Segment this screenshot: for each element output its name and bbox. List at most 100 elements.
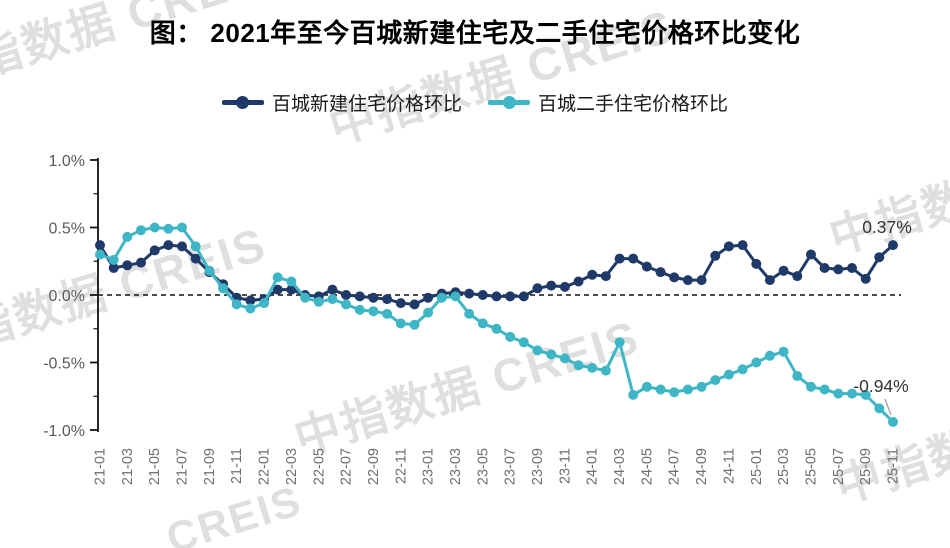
data-point-secondhand bbox=[177, 222, 187, 233]
x-tick-label: 24-05 bbox=[639, 448, 655, 485]
data-point-secondhand bbox=[259, 298, 270, 309]
data-point-secondhand bbox=[792, 371, 803, 381]
data-point-new-homes bbox=[710, 250, 721, 261]
data-point-new-homes bbox=[888, 240, 898, 251]
x-tick-label: 21-11 bbox=[229, 448, 245, 484]
data-point-secondhand bbox=[136, 225, 146, 236]
data-point-secondhand bbox=[368, 306, 379, 317]
data-point-secondhand bbox=[436, 292, 447, 303]
x-tick-label: 25-03 bbox=[776, 448, 792, 485]
data-point-secondhand bbox=[546, 349, 557, 360]
x-tick-label: 21-03 bbox=[120, 448, 136, 485]
data-point-new-homes bbox=[860, 273, 871, 284]
data-point-new-homes bbox=[95, 240, 105, 251]
data-point-secondhand bbox=[710, 375, 721, 386]
data-point-new-homes bbox=[518, 291, 529, 302]
data-point-new-homes bbox=[177, 241, 187, 252]
series-new-homes bbox=[95, 240, 898, 310]
x-tick-label: 25-07 bbox=[831, 448, 847, 485]
data-point-new-homes bbox=[368, 292, 379, 303]
x-tick-label: 23-05 bbox=[475, 448, 491, 485]
data-point-new-homes bbox=[546, 280, 557, 291]
x-tick-label: 24-03 bbox=[612, 448, 628, 485]
data-point-secondhand bbox=[95, 249, 105, 260]
data-point-new-homes bbox=[737, 240, 748, 251]
data-point-secondhand bbox=[491, 323, 502, 334]
data-point-new-homes bbox=[122, 260, 133, 271]
data-point-new-homes bbox=[532, 283, 543, 294]
x-tick-label: 21-07 bbox=[175, 448, 191, 485]
data-point-new-homes bbox=[136, 257, 146, 268]
data-point-secondhand bbox=[628, 389, 639, 400]
x-tick-label: 23-09 bbox=[530, 448, 546, 485]
data-point-new-homes bbox=[573, 276, 584, 287]
data-point-new-homes bbox=[341, 290, 352, 300]
x-tick-label: 24-11 bbox=[721, 448, 737, 484]
data-point-new-homes bbox=[655, 267, 666, 278]
data-point-new-homes bbox=[559, 281, 570, 292]
data-point-secondhand bbox=[300, 292, 311, 303]
legend-dot-icon bbox=[236, 96, 250, 109]
data-point-new-homes bbox=[423, 292, 434, 303]
data-point-secondhand bbox=[573, 360, 584, 371]
x-tick-label: 22-07 bbox=[339, 448, 355, 485]
data-point-secondhand bbox=[286, 276, 297, 287]
x-tick-label: 25-11 bbox=[886, 448, 902, 484]
data-point-secondhand bbox=[204, 265, 215, 276]
data-point-secondhand bbox=[764, 350, 775, 361]
data-point-secondhand bbox=[696, 381, 707, 392]
x-tick-label: 25-09 bbox=[858, 448, 874, 485]
x-tick-label: 25-05 bbox=[803, 448, 819, 485]
data-point-secondhand bbox=[272, 272, 283, 283]
data-point-new-homes bbox=[682, 275, 693, 286]
data-point-new-homes bbox=[723, 241, 734, 252]
data-point-secondhand bbox=[218, 283, 229, 294]
y-axis: 1.0% 0.5% 0.0% -0.5% -1.0% bbox=[43, 153, 99, 440]
data-point-new-homes bbox=[382, 294, 393, 305]
data-point-secondhand bbox=[149, 222, 160, 233]
data-point-secondhand bbox=[669, 387, 680, 398]
x-tick-label: 22-09 bbox=[366, 448, 382, 485]
y-tick-label: 0.0% bbox=[49, 288, 85, 305]
x-tick-label: 21-09 bbox=[202, 448, 218, 485]
x-tick-label: 25-01 bbox=[749, 448, 765, 485]
data-point-new-homes bbox=[149, 245, 160, 256]
data-point-secondhand bbox=[723, 369, 734, 380]
x-axis-labels: 21-01 21-03 21-05 21-07 21-09 21-11 22-01 22-03… bbox=[93, 448, 902, 485]
data-point-new-homes bbox=[628, 253, 639, 264]
data-point-secondhand bbox=[327, 294, 338, 305]
legend-item-secondhand: 百城二手住宅价格环比 bbox=[488, 89, 728, 116]
x-tick-label: 22-11 bbox=[393, 448, 409, 484]
y-tick-label: 0.5% bbox=[49, 221, 85, 238]
data-point-secondhand bbox=[532, 345, 543, 356]
data-point-new-homes bbox=[395, 298, 406, 309]
legend-label-new-homes: 百城新建住宅价格环比 bbox=[271, 94, 462, 115]
y-tick-label: -0.5% bbox=[43, 356, 85, 373]
x-tick-label: 24-07 bbox=[667, 448, 683, 485]
data-point-secondhand bbox=[819, 384, 830, 395]
data-point-new-homes bbox=[764, 275, 775, 286]
y-tick-label: 1.0% bbox=[49, 153, 85, 170]
data-point-new-homes bbox=[600, 271, 611, 282]
data-point-new-homes bbox=[751, 258, 762, 269]
legend-marker-new-homes bbox=[221, 96, 264, 109]
data-point-secondhand bbox=[477, 318, 488, 329]
x-tick-label: 24-09 bbox=[694, 448, 710, 485]
data-point-secondhand bbox=[874, 403, 885, 414]
data-point-secondhand bbox=[559, 353, 570, 364]
data-point-secondhand bbox=[245, 303, 256, 314]
annotation-last-new-homes-value: 0.37% bbox=[862, 217, 912, 237]
data-point-new-homes bbox=[614, 253, 625, 264]
data-point-secondhand bbox=[751, 357, 762, 368]
data-point-new-homes bbox=[819, 263, 830, 273]
x-tick-label: 21-01 bbox=[93, 448, 109, 485]
legend-label-secondhand: 百城二手住宅价格环比 bbox=[538, 94, 729, 115]
data-point-secondhand bbox=[395, 318, 406, 329]
data-point-secondhand bbox=[778, 346, 789, 357]
data-point-new-homes bbox=[806, 249, 816, 260]
data-point-secondhand bbox=[341, 299, 352, 310]
y-tick-label: -1.0% bbox=[43, 423, 85, 440]
data-point-new-homes bbox=[669, 272, 680, 283]
data-point-secondhand bbox=[464, 308, 475, 319]
